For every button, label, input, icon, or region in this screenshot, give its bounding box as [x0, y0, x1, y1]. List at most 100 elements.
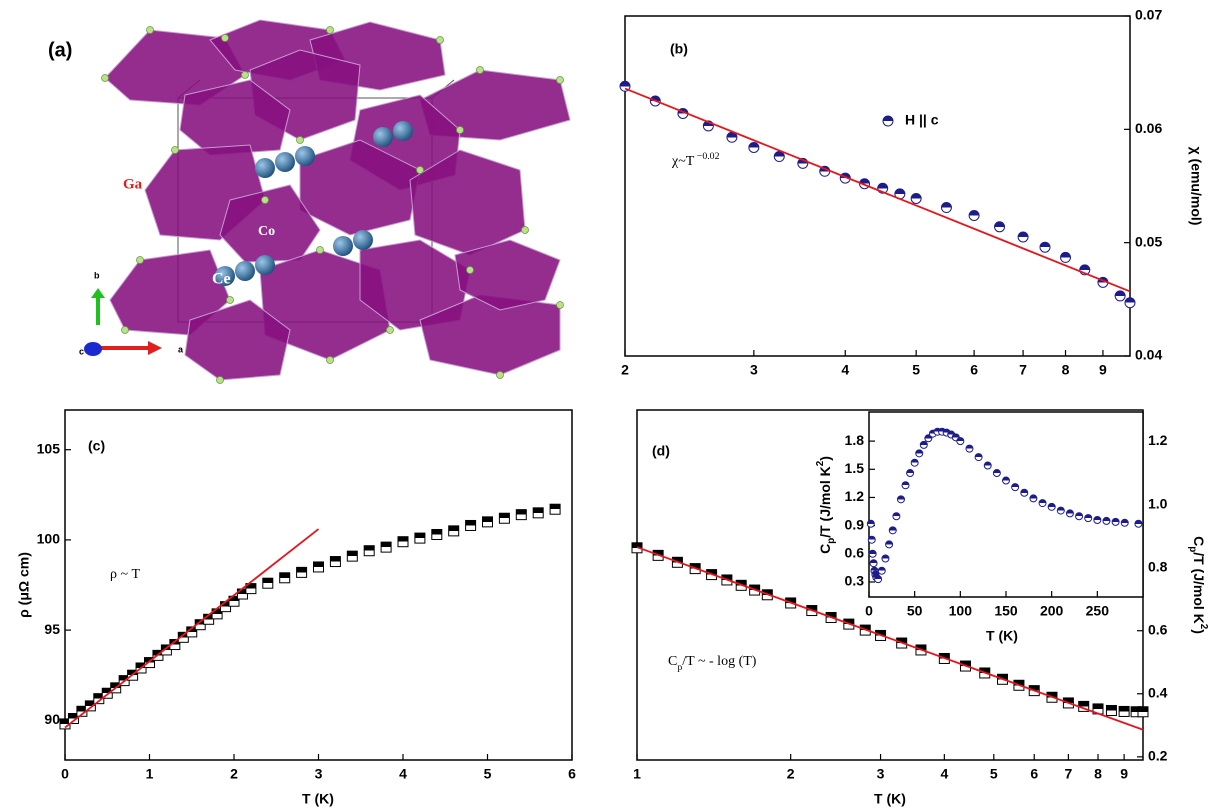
panel-label: (d) — [652, 443, 670, 459]
polyhedron — [184, 299, 291, 381]
y-tick-label: 0.8 — [1148, 558, 1168, 574]
data-point — [910, 192, 922, 204]
axis-origin — [84, 342, 102, 356]
data-point — [915, 449, 924, 458]
x-axis-label: T (K) — [986, 628, 1018, 644]
data-point — [1056, 506, 1065, 515]
x-tick-label: 100 — [949, 603, 973, 619]
atom — [241, 71, 249, 79]
atom-label: Ce — [212, 271, 231, 288]
x-tick-label: 50 — [907, 603, 923, 619]
atom — [333, 236, 353, 256]
data-point — [279, 572, 291, 584]
atom — [295, 146, 315, 166]
y-tick-label: 1.5 — [845, 460, 865, 476]
data-point — [1105, 704, 1117, 716]
data-point — [906, 469, 915, 478]
y-tick-label: 1.8 — [845, 432, 865, 448]
data-point — [515, 509, 527, 521]
axis-arrow-head — [148, 341, 162, 355]
y-tick-label: 105 — [37, 440, 61, 456]
x-tick-label: 3 — [315, 766, 323, 782]
y-tick-label: 95 — [44, 621, 60, 637]
data-point — [1137, 706, 1149, 718]
data-point — [498, 512, 510, 524]
x-tick-label: 2 — [230, 766, 238, 782]
data-point — [910, 458, 919, 467]
x-tick-label: 0 — [865, 603, 873, 619]
data-point — [1102, 516, 1111, 525]
y-tick-label: 0.4 — [1148, 684, 1168, 700]
annotation: Cp/T ~ - log (T) — [668, 654, 757, 673]
atom — [255, 255, 275, 275]
data-point — [482, 516, 493, 528]
y-tick-label: 100 — [37, 531, 61, 547]
atom-label: Co — [258, 224, 275, 239]
x-tick-label: 6 — [568, 766, 576, 782]
atom — [393, 121, 413, 141]
x-tick-label: 8 — [1094, 766, 1102, 782]
atom — [275, 152, 295, 172]
y-tick-label: 1.2 — [1148, 432, 1168, 448]
data-point — [919, 440, 928, 449]
data-point — [940, 202, 952, 214]
x-tick-label: 5 — [990, 766, 998, 782]
annotation-part: p — [677, 662, 682, 673]
fit-line — [636, 546, 1144, 731]
y-tick-label: 0.9 — [845, 516, 865, 532]
data-point — [901, 481, 910, 490]
y-tick-label: 1.0 — [1148, 495, 1168, 511]
axis-label: a — [178, 344, 184, 354]
x-tick-label: 3 — [877, 766, 885, 782]
data-point — [363, 545, 375, 557]
data-point — [431, 528, 443, 540]
y-axis-label-part: 2 — [815, 460, 826, 466]
data-point — [549, 503, 561, 515]
data-point — [869, 559, 878, 568]
x-tick-label: 5 — [912, 362, 920, 378]
data-point — [1017, 231, 1029, 243]
data-point — [262, 577, 274, 589]
annotation-part: /T ~ - log (T) — [682, 654, 757, 669]
x-tick-label: 9 — [1120, 766, 1128, 782]
y-tick-label: 0.07 — [1135, 7, 1162, 23]
panel-label: (a) — [48, 39, 72, 61]
data-point — [892, 512, 901, 521]
x-tick-label: 4 — [841, 362, 849, 378]
annotation: χ~T −0.02 — [671, 151, 720, 169]
y-tick-label: 0.06 — [1135, 120, 1162, 136]
plot-frame — [64, 409, 573, 761]
data-point — [1114, 290, 1126, 302]
x-tick-label: 0 — [61, 766, 69, 782]
atom — [456, 126, 464, 134]
atom — [316, 246, 324, 254]
y-tick-label: 0.6 — [845, 545, 865, 561]
atom — [216, 376, 224, 384]
annotation-part: ρ ~ T — [110, 567, 141, 582]
atom — [436, 36, 444, 44]
x-tick-label: 3 — [750, 362, 758, 378]
data-point — [1124, 297, 1136, 309]
atom — [353, 230, 373, 250]
data-point — [1093, 515, 1102, 524]
data-point — [877, 566, 886, 575]
data-point — [1084, 514, 1093, 523]
polyhedron — [179, 79, 291, 156]
atom — [171, 146, 179, 154]
y-tick-label: 0.2 — [1148, 748, 1168, 764]
y-axis-label-part: /T (J/mol K — [1191, 552, 1207, 624]
atom — [121, 326, 129, 334]
x-tick-label: 7 — [1065, 766, 1073, 782]
data-point — [346, 550, 358, 562]
data-point — [84, 700, 96, 712]
data-point — [1002, 476, 1010, 485]
data-point — [866, 519, 875, 528]
data-point — [1075, 512, 1084, 521]
data-point — [896, 495, 905, 504]
y-axis-label-part: C — [1191, 536, 1207, 546]
data-point — [1120, 518, 1129, 527]
atom — [261, 196, 269, 204]
data-point — [924, 434, 933, 443]
y-tick-label: 0.3 — [845, 573, 865, 589]
data-point — [874, 575, 883, 584]
